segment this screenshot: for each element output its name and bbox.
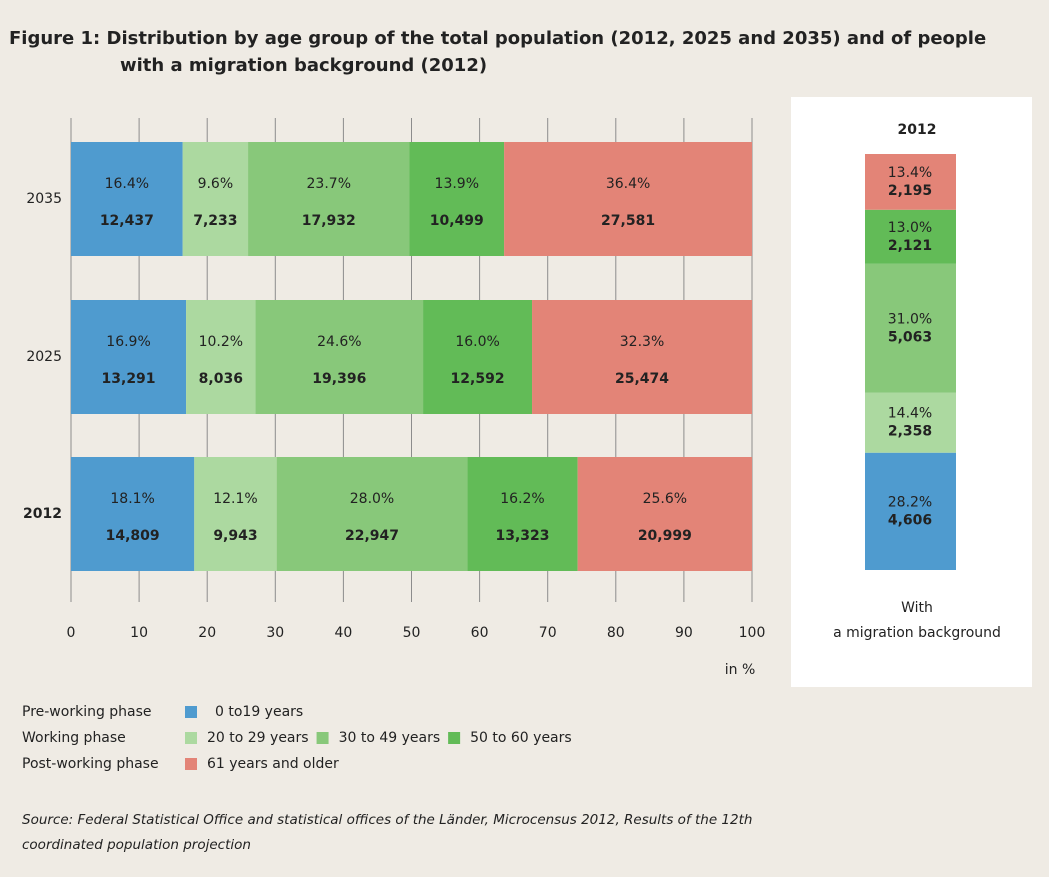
x-axis-label: in % — [725, 662, 756, 678]
count-label: 2,121 — [888, 238, 932, 254]
legend-group: Post-working phase — [22, 756, 159, 772]
count-label: 17,932 — [302, 213, 356, 229]
x-tick-label: 20 — [198, 625, 216, 641]
bar-segment — [865, 392, 956, 453]
bar-segment — [71, 457, 195, 571]
bar-segment — [865, 154, 956, 210]
legend-label: 50 to 60 years — [470, 730, 572, 746]
chart-title: Figure 1: Distribution by age group of t… — [9, 28, 986, 49]
count-label: 12,437 — [100, 213, 154, 229]
x-tick-label: 80 — [607, 625, 625, 641]
value-label: 18.1% — [110, 491, 154, 507]
x-tick-label: 0 — [67, 625, 76, 641]
bar-segment — [504, 142, 752, 256]
count-label: 12,592 — [451, 371, 505, 387]
y-tick-label: 2035 — [26, 191, 62, 207]
x-tick-label: 60 — [471, 625, 489, 641]
legend-group: Pre-working phase — [22, 704, 152, 720]
legend-swatch — [185, 706, 197, 718]
x-tick-label: 90 — [675, 625, 693, 641]
count-label: 20,999 — [638, 528, 692, 544]
value-label: 32.3% — [620, 334, 664, 350]
count-label: 22,947 — [345, 528, 399, 544]
value-label: 14.4% — [888, 406, 932, 422]
count-label: 14,809 — [106, 528, 160, 544]
count-label: 9,943 — [213, 528, 257, 544]
value-label: 25.6% — [643, 491, 687, 507]
value-label: 16.0% — [455, 334, 499, 350]
legend-swatch — [316, 732, 329, 744]
x-tick-label: 50 — [403, 625, 421, 641]
value-label: 16.9% — [106, 334, 150, 350]
bar-segment — [71, 142, 183, 256]
x-tick-label: 40 — [334, 625, 352, 641]
value-label: 36.4% — [606, 176, 650, 192]
legend-label: 20 to 29 years — [207, 730, 309, 746]
value-label: 28.2% — [888, 494, 932, 510]
y-tick-label: 2012 — [23, 506, 62, 522]
count-label: 10,499 — [430, 213, 484, 229]
count-label: 5,063 — [888, 329, 932, 345]
bar-segment — [276, 457, 468, 571]
count-label: 7,233 — [193, 213, 237, 229]
bar-segment — [532, 300, 752, 414]
legend-label: 0 to19 years — [215, 704, 303, 720]
value-label: 13.4% — [888, 165, 932, 181]
bar-segment — [255, 300, 424, 414]
value-label: 31.0% — [888, 311, 932, 327]
legend-label: 30 to 49 years — [339, 730, 441, 746]
value-label: 9.6% — [198, 176, 234, 192]
count-label: 4,606 — [888, 512, 932, 528]
bar-segment — [467, 457, 578, 571]
legend-swatch — [185, 732, 197, 744]
legend-swatch — [185, 758, 197, 770]
bar-segment — [865, 263, 956, 393]
bar-segment — [71, 300, 187, 414]
bar-segment — [194, 457, 277, 571]
legend-swatch — [448, 732, 461, 744]
legend-label: 61 years and older — [207, 756, 339, 772]
x-tick-label: 30 — [266, 625, 284, 641]
count-label: 2,358 — [888, 424, 932, 440]
bar-segment — [186, 300, 256, 414]
x-tick-label: 10 — [130, 625, 148, 641]
value-label: 13.0% — [888, 220, 932, 236]
value-label: 23.7% — [307, 176, 351, 192]
value-label: 28.0% — [350, 491, 394, 507]
bar-segment — [865, 452, 956, 570]
count-label: 13,323 — [495, 528, 549, 544]
bar-segment — [182, 142, 249, 256]
x-axis-label: With — [901, 600, 933, 616]
bar-segment — [409, 142, 505, 256]
source: Source: Federal Statistical Office and s… — [22, 812, 752, 828]
value-label: 24.6% — [317, 334, 361, 350]
panel-title: 2012 — [898, 122, 937, 138]
value-label: 16.4% — [105, 176, 149, 192]
value-label: 13.9% — [435, 176, 479, 192]
value-label: 10.2% — [199, 334, 243, 350]
x-tick-label: 70 — [539, 625, 557, 641]
bar-segment — [865, 209, 956, 264]
bar-segment — [577, 457, 752, 571]
source: coordinated population projection — [22, 837, 251, 853]
y-tick-label: 2025 — [26, 349, 62, 365]
x-axis-label: a migration background — [833, 625, 1001, 641]
x-tick-label: 100 — [739, 625, 766, 641]
value-label: 12.1% — [213, 491, 257, 507]
count-label: 19,396 — [312, 371, 366, 387]
legend-group: Working phase — [22, 730, 126, 746]
count-label: 27,581 — [601, 213, 655, 229]
count-label: 25,474 — [615, 371, 669, 387]
count-label: 8,036 — [199, 371, 243, 387]
value-label: 16.2% — [500, 491, 544, 507]
count-label: 2,195 — [888, 183, 932, 199]
chart-title: with a migration background (2012) — [120, 55, 487, 76]
count-label: 13,291 — [102, 371, 156, 387]
bar-segment — [248, 142, 410, 256]
bar-segment — [423, 300, 533, 414]
